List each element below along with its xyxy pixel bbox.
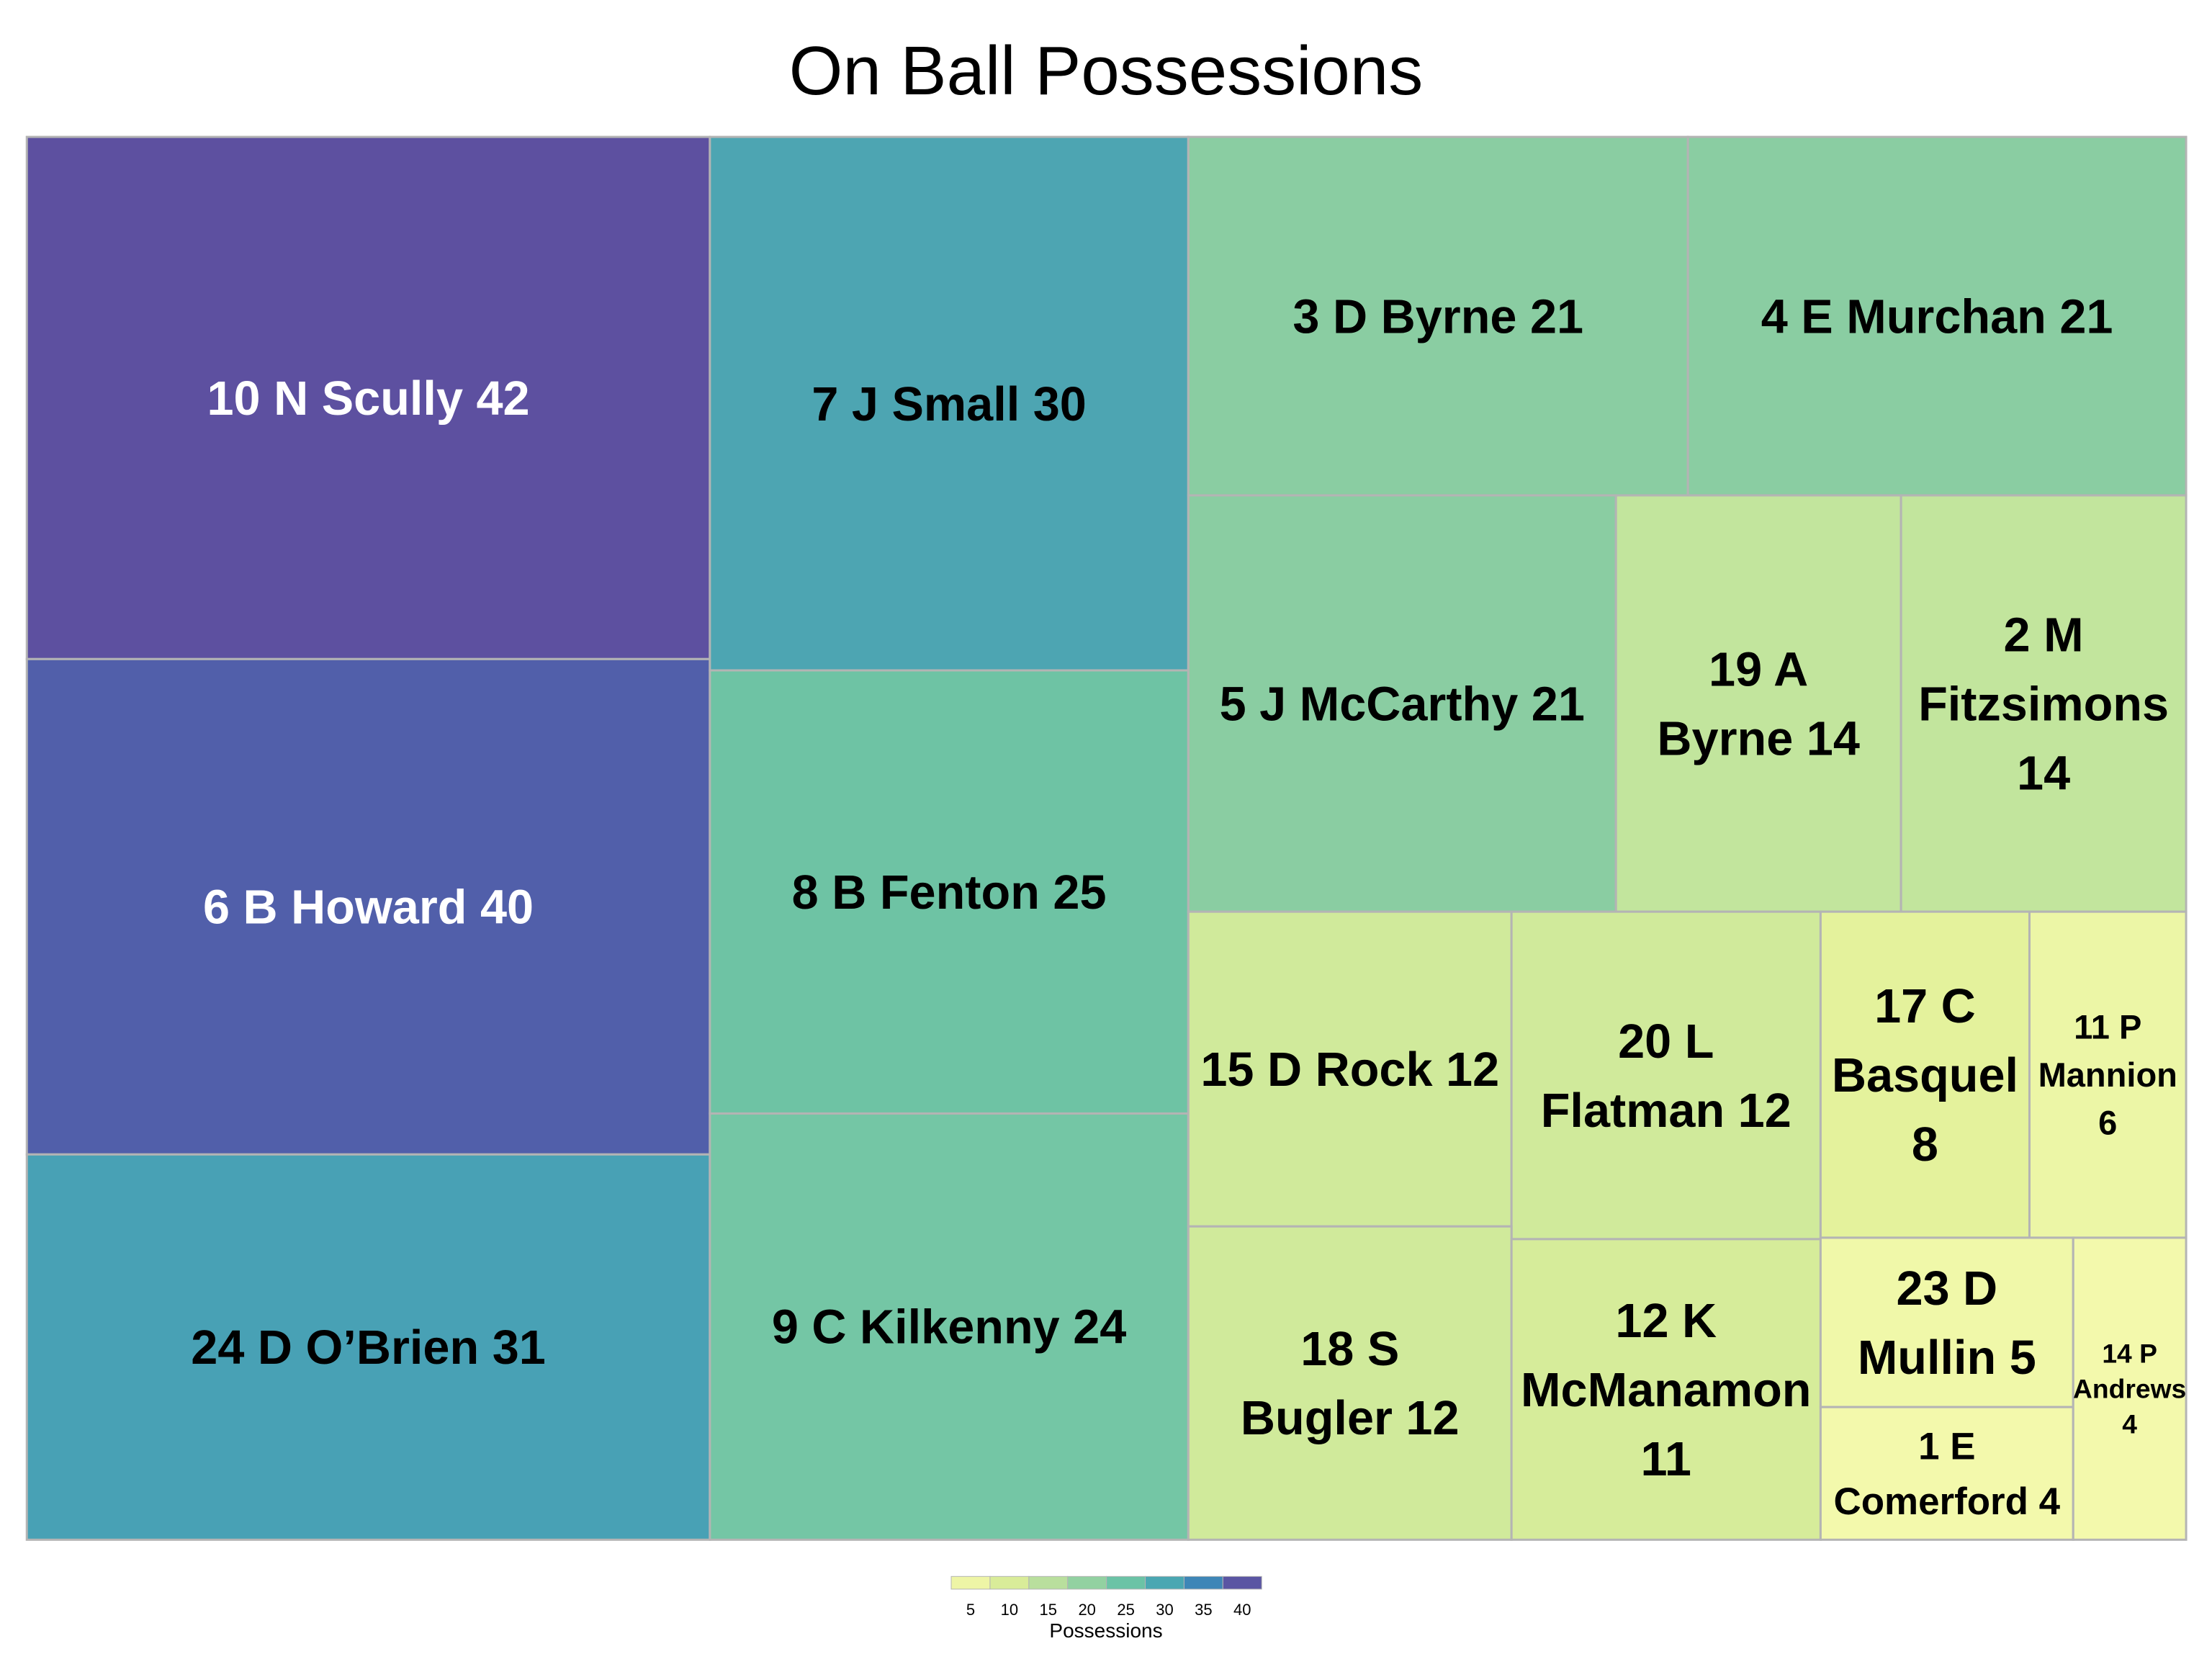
treemap-tile: 12 K McManamon 11 <box>1511 1239 1820 1539</box>
treemap-tile: 23 D Mullin 5 <box>1820 1238 2073 1407</box>
treemap-tile-label-line: 7 J Small 30 <box>811 378 1087 431</box>
treemap-tile: 2 M Fitzsimons 14 <box>1901 495 2186 912</box>
treemap-tile-label: 15 D Rock 12 <box>1200 1043 1499 1097</box>
treemap-tile: 1 E Comerford 4 <box>1820 1407 2073 1539</box>
treemap-tile-label-line: 12 K <box>1615 1295 1717 1348</box>
colorbar-swatch <box>1223 1576 1262 1589</box>
treemap-tile: 15 D Rock 12 <box>1188 912 1511 1226</box>
colorbar-tick-label: 20 <box>1078 1601 1095 1619</box>
treemap-tile-label-line: 8 <box>1912 1118 1938 1172</box>
treemap-tile: 24 D O’Brien 31 <box>27 1154 710 1539</box>
treemap-tile-label-line: 6 B Howard 40 <box>203 881 534 935</box>
colorbar-tick-label: 5 <box>966 1601 975 1619</box>
colorbar-tick-label: 40 <box>1233 1601 1251 1619</box>
treemap-tile-label-line: 9 C Kilkenny 24 <box>772 1301 1127 1354</box>
treemap-tile-rect <box>1511 912 1820 1239</box>
treemap-tile-label-line: Flatman 12 <box>1541 1084 1791 1138</box>
treemap-tile-label-line: 4 E Murchan 21 <box>1761 290 2113 343</box>
colorbar-title: Possessions <box>1049 1619 1162 1642</box>
treemap-tile-label-line: 24 D O’Brien 31 <box>191 1321 546 1375</box>
treemap-tile: 14 P Andrews 4 <box>2073 1238 2186 1539</box>
treemap-tile: 6 B Howard 40 <box>27 659 710 1154</box>
colorbar-swatch <box>1107 1576 1146 1589</box>
treemap-tile-label-line: 8 B Fenton 25 <box>792 866 1107 920</box>
treemap-tile: 5 J McCarthy 21 <box>1188 495 1616 912</box>
colorbar-swatch <box>1146 1576 1184 1589</box>
treemap-tile-label: 10 N Scully 42 <box>207 372 529 426</box>
treemap-tile-label-line: Fitzsimons <box>1918 678 2169 731</box>
treemap-tile-rect <box>1188 1226 1511 1539</box>
colorbar-tick-label: 35 <box>1195 1601 1212 1619</box>
treemap-tile-label-line: 19 A <box>1709 643 1808 696</box>
treemap-tile-label-line: 23 D <box>1896 1262 1997 1316</box>
treemap-tile-label-line: 5 J McCarthy 21 <box>1220 678 1585 731</box>
treemap-tile-label-line: 17 C <box>1874 980 1976 1033</box>
treemap-tile-label-line: 20 L <box>1618 1015 1714 1069</box>
treemap-tile-label-line: 4 <box>2122 1409 2137 1439</box>
treemap-tile-label-line: 1 E <box>1918 1426 1975 1468</box>
treemap-tile-label-line: 11 <box>1641 1433 1691 1486</box>
treemap-tile: 18 S Bugler 12 <box>1188 1226 1511 1539</box>
colorbar-swatch <box>1068 1576 1107 1589</box>
treemap-tile: 11 P Mannion 6 <box>2029 912 2186 1238</box>
treemap-tile-label-line: Mannion <box>2038 1056 2177 1094</box>
treemap-tile-label-line: McManamon <box>1521 1364 1812 1417</box>
treemap-tile-label-line: Byrne 14 <box>1657 712 1859 765</box>
treemap-tile-label-line: 14 P <box>2102 1339 2157 1369</box>
treemap-tile: 9 C Kilkenny 24 <box>710 1113 1188 1539</box>
colorbar-swatch <box>1029 1576 1068 1589</box>
treemap-tile-label: 4 E Murchan 21 <box>1761 290 2113 343</box>
treemap-tile-rect <box>1616 495 1901 912</box>
treemap-tile-label-line: 10 N Scully 42 <box>207 372 529 426</box>
colorbar-tick-label: 10 <box>1001 1601 1018 1619</box>
treemap-tile: 3 D Byrne 21 <box>1188 137 1688 495</box>
treemap-tile: 20 L Flatman 12 <box>1511 912 1820 1239</box>
treemap-tile-label-line: 6 <box>2098 1104 2117 1142</box>
colorbar-swatch <box>1184 1576 1223 1589</box>
treemap-tile: 17 C Basquel 8 <box>1820 912 2029 1238</box>
treemap-tile-label: 8 B Fenton 25 <box>792 866 1107 920</box>
treemap-tile-label-line: 11 P <box>2074 1007 2141 1046</box>
treemap-tile-label-line: Comerford 4 <box>1834 1480 2061 1523</box>
treemap-tile-label-line: Bugler 12 <box>1241 1392 1460 1445</box>
colorbar-ticks: 5 10 15 20 25 30 35 40 <box>966 1601 1251 1619</box>
treemap-tile-label: 9 C Kilkenny 24 <box>772 1301 1127 1354</box>
treemap-tile-label: 3 D Byrne 21 <box>1292 290 1583 343</box>
treemap-tile: 10 N Scully 42 <box>27 137 710 659</box>
colorbar-legend: 5 10 15 20 25 30 35 40 Possessions <box>951 1576 1262 1642</box>
treemap-tile-label-line: 18 S <box>1300 1323 1399 1376</box>
treemap-tile-label-line: Basquel <box>1832 1049 2018 1102</box>
treemap-tile-label: 5 J McCarthy 21 <box>1220 678 1585 731</box>
treemap-tile-label-line: Andrews <box>2073 1374 2186 1404</box>
treemap-tile-label-line: 3 D Byrne 21 <box>1292 290 1583 343</box>
treemap-tile-label-line: 14 <box>2017 747 2070 800</box>
colorbar-swatch <box>990 1576 1029 1589</box>
colorbar-swatches <box>951 1576 1262 1589</box>
colorbar-tick-label: 25 <box>1117 1601 1134 1619</box>
treemap-tile-label-line: 15 D Rock 12 <box>1200 1043 1499 1097</box>
treemap-tile-label: 7 J Small 30 <box>811 378 1087 431</box>
treemap-tile: 19 A Byrne 14 <box>1616 495 1901 912</box>
treemap-tile-label: 24 D O’Brien 31 <box>191 1321 546 1375</box>
treemap-tile: 7 J Small 30 <box>710 137 1188 670</box>
treemap-tile-label-line: Mullin 5 <box>1858 1331 2036 1385</box>
colorbar-tick-label: 15 <box>1040 1601 1057 1619</box>
treemap-tiles: 10 N Scully 42 6 B Howard 40 24 D O’Brien … <box>27 137 2186 1539</box>
treemap-tile-label: 6 B Howard 40 <box>203 881 534 935</box>
colorbar-swatch <box>951 1576 990 1589</box>
treemap-tile: 8 B Fenton 25 <box>710 670 1188 1113</box>
treemap-tile-label-line: 2 M <box>2004 608 2084 662</box>
treemap-tile: 4 E Murchan 21 <box>1688 137 2186 495</box>
colorbar-tick-label: 30 <box>1156 1601 1173 1619</box>
